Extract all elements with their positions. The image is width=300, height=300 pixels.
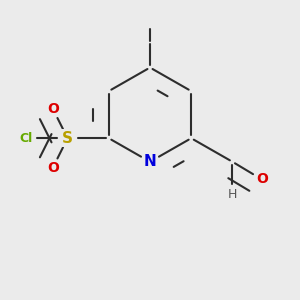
Text: O: O xyxy=(256,172,268,186)
Text: H: H xyxy=(228,188,237,201)
Text: O: O xyxy=(47,161,59,175)
Text: N: N xyxy=(144,154,156,169)
Text: O: O xyxy=(47,102,59,116)
Text: Cl: Cl xyxy=(20,132,33,145)
Text: S: S xyxy=(62,131,73,146)
